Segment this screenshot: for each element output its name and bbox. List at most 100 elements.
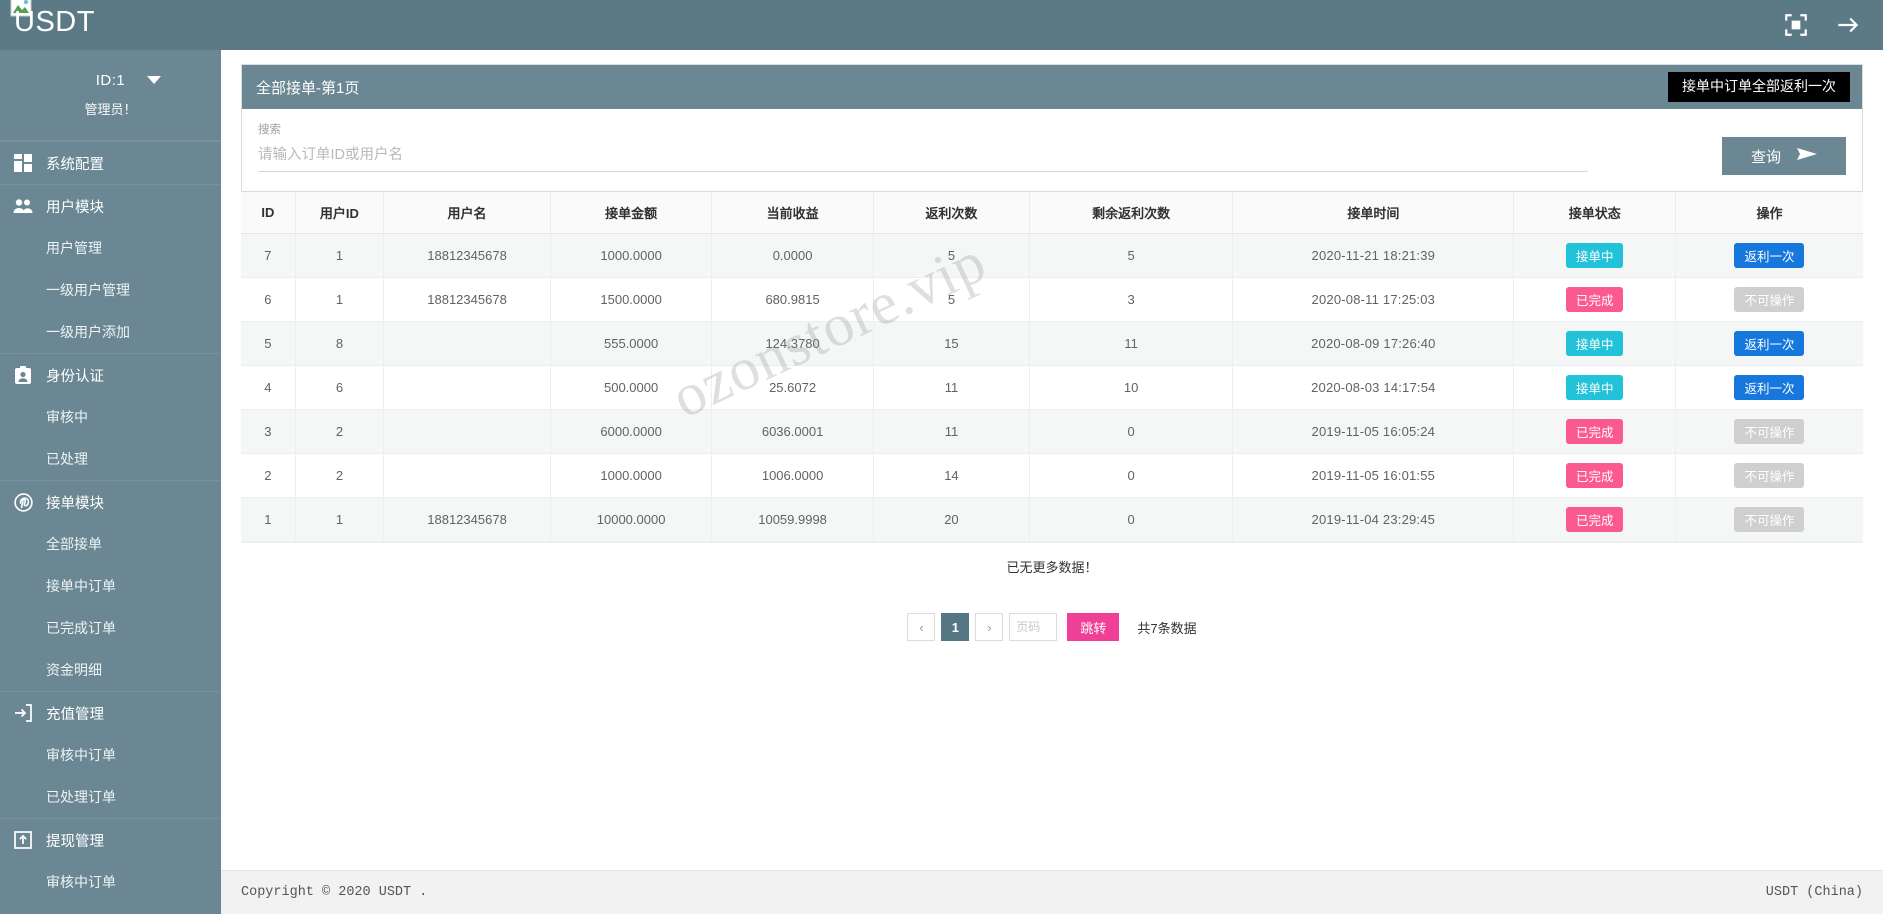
sidebar-item-active-orders[interactable]: 接单中订单: [0, 565, 221, 607]
sidebar-item-fund-detail[interactable]: 资金明细: [0, 649, 221, 691]
rebate-once-button[interactable]: 返利一次: [1734, 243, 1805, 268]
table-row: 1 1 18812345678 10000.0000 10059.9998 20 0 2019…: [241, 497, 1863, 542]
id-card-icon: [8, 366, 38, 384]
chevron-right-icon[interactable]: ›: [975, 613, 1004, 641]
cell-user-id: 1: [295, 497, 385, 542]
footer: Copyright © 2020 USDT . USDT (China): [221, 870, 1883, 914]
panel-header: 全部接单-第1页 接单中订单全部返利一次: [242, 65, 1862, 109]
sidebar-group-withdraw-manage[interactable]: 提现管理: [0, 818, 221, 861]
cell-order-time: 2020-08-03 14:17:54: [1232, 365, 1515, 410]
sidebar-user-block[interactable]: ID:1 管理员！: [0, 50, 221, 124]
sidebar-item-label: 一级用户管理: [46, 282, 130, 298]
cell-username: [383, 321, 551, 366]
cell-status: 已完成: [1513, 453, 1676, 498]
cell-order-time: 2020-11-21 18:21:39: [1232, 233, 1515, 278]
sidebar-item-label: 已完成订单: [46, 620, 116, 636]
cell-rebate-count: 11: [873, 365, 1031, 410]
col-username: 用户名: [383, 192, 551, 234]
disabled-action-button: 不可操作: [1734, 507, 1805, 532]
cell-profit: 10059.9998: [711, 497, 874, 542]
col-user-id: 用户ID: [295, 192, 385, 234]
rebate-once-button[interactable]: 返利一次: [1734, 331, 1805, 356]
pinterest-icon: [8, 492, 38, 512]
query-button[interactable]: 查询: [1722, 137, 1846, 175]
sidebar-group-identity-auth[interactable]: 身份认证: [0, 353, 221, 396]
cell-rebate-left: 0: [1029, 497, 1234, 542]
rebate-all-button[interactable]: 接单中订单全部返利一次: [1668, 72, 1850, 102]
status-badge: 已完成: [1565, 507, 1624, 532]
cell-status: 已完成: [1513, 409, 1676, 454]
sidebar-item-withdraw-reviewing[interactable]: 审核中订单: [0, 861, 221, 903]
col-status: 接单状态: [1513, 192, 1676, 234]
status-badge: 已完成: [1565, 287, 1624, 312]
table-body: 7 1 18812345678 1000.0000 0.0000 5 5 2020-11-21…: [241, 233, 1863, 542]
cell-user-id: 6: [295, 365, 385, 410]
cell-amount: 1000.0000: [550, 233, 713, 278]
cell-rebate-left: 11: [1029, 321, 1234, 366]
chevron-down-icon[interactable]: [147, 76, 161, 84]
sidebar-item-recharge-processed[interactable]: 已处理订单: [0, 776, 221, 818]
sidebar-item-recharge-reviewing[interactable]: 审核中订单: [0, 734, 221, 776]
page-number-1[interactable]: 1: [941, 613, 970, 641]
cell-user-id: 1: [295, 233, 385, 278]
sidebar-item-level1-user-add[interactable]: 一级用户添加: [0, 311, 221, 353]
cell-order-time: 2020-08-11 17:25:03: [1232, 277, 1515, 322]
cell-username: 18812345678: [383, 233, 551, 278]
cell-order-id: 6: [241, 277, 296, 322]
cell-profit: 25.6072: [711, 365, 874, 410]
sidebar-group-system-config[interactable]: 系统配置: [0, 141, 221, 184]
cell-amount: 6000.0000: [550, 409, 713, 454]
cell-amount: 500.0000: [550, 365, 713, 410]
sidebar-item-label: 用户管理: [46, 240, 102, 256]
table-row: 5 8 555.0000 124.3780 15 11 2020-08-09 17:26:4…: [241, 321, 1863, 366]
logout-arrow-icon[interactable]: [1835, 12, 1861, 38]
brand-area: USDT: [0, 0, 221, 50]
sidebar-item-auth-reviewing[interactable]: 审核中: [0, 396, 221, 438]
search-input[interactable]: [258, 141, 1588, 172]
sidebar-item-level1-user-manage[interactable]: 一级用户管理: [0, 269, 221, 311]
page-jump-button[interactable]: 跳转: [1067, 613, 1120, 641]
cell-status: 已完成: [1513, 277, 1676, 322]
main-content: 全部接单-第1页 接单中订单全部返利一次 搜索 查询: [221, 50, 1883, 870]
sidebar-group-label: 提现管理: [46, 833, 104, 850]
rebate-once-button[interactable]: 返利一次: [1734, 375, 1805, 400]
cell-action: 不可操作: [1675, 409, 1863, 454]
sidebar-item-user-manage[interactable]: 用户管理: [0, 227, 221, 269]
orders-panel: 全部接单-第1页 接单中订单全部返利一次 搜索 查询: [241, 64, 1863, 192]
sidebar-user-role: 管理员！: [84, 102, 137, 117]
cell-status: 接单中: [1513, 321, 1676, 366]
cell-status: 已完成: [1513, 497, 1676, 542]
orders-table: ID 用户ID 用户名 接单金额 当前收益 返利次数 剩余返利次数 接单时间 接…: [241, 192, 1863, 542]
cell-rebate-count: 14: [873, 453, 1031, 498]
chevron-left-icon[interactable]: ‹: [907, 613, 936, 641]
cell-username: [383, 453, 551, 498]
send-arrow-icon: [1797, 146, 1817, 166]
status-badge: 接单中: [1565, 243, 1624, 268]
status-badge: 已完成: [1565, 463, 1624, 488]
cell-action: 返利一次: [1675, 365, 1863, 410]
sidebar-group-user-module[interactable]: 用户模块: [0, 184, 221, 227]
sidebar-item-all-orders[interactable]: 全部接单: [0, 523, 221, 565]
cell-profit: 124.3780: [711, 321, 874, 366]
cell-user-id: 1: [295, 277, 385, 322]
sidebar-group-order-module[interactable]: 接单模块: [0, 480, 221, 523]
cell-rebate-left: 10: [1029, 365, 1234, 410]
disabled-action-button: 不可操作: [1734, 287, 1805, 312]
sidebar-group-recharge-manage[interactable]: 充值管理: [0, 691, 221, 734]
sidebar-user-id: ID:1: [95, 72, 126, 89]
search-label: 搜索: [258, 124, 281, 136]
sidebar-item-label: 审核中: [46, 409, 88, 425]
sidebar-item-finished-orders[interactable]: 已完成订单: [0, 607, 221, 649]
sidebar-item-label: 一级用户添加: [46, 324, 130, 340]
cell-username: [383, 365, 551, 410]
topbar-actions: [1783, 12, 1883, 38]
cell-action: 返利一次: [1675, 233, 1863, 278]
table-row: 4 6 500.0000 25.6072 11 10 2020-08-03 14:17:54…: [241, 365, 1863, 410]
fullscreen-icon[interactable]: [1783, 12, 1809, 38]
sidebar-item-label: 审核中订单: [46, 747, 116, 763]
cell-order-id: 7: [241, 233, 296, 278]
page-jump-input[interactable]: [1009, 613, 1058, 641]
cell-amount: 10000.0000: [550, 497, 713, 542]
sidebar-item-auth-processed[interactable]: 已处理: [0, 438, 221, 480]
login-arrow-icon: [8, 704, 38, 722]
